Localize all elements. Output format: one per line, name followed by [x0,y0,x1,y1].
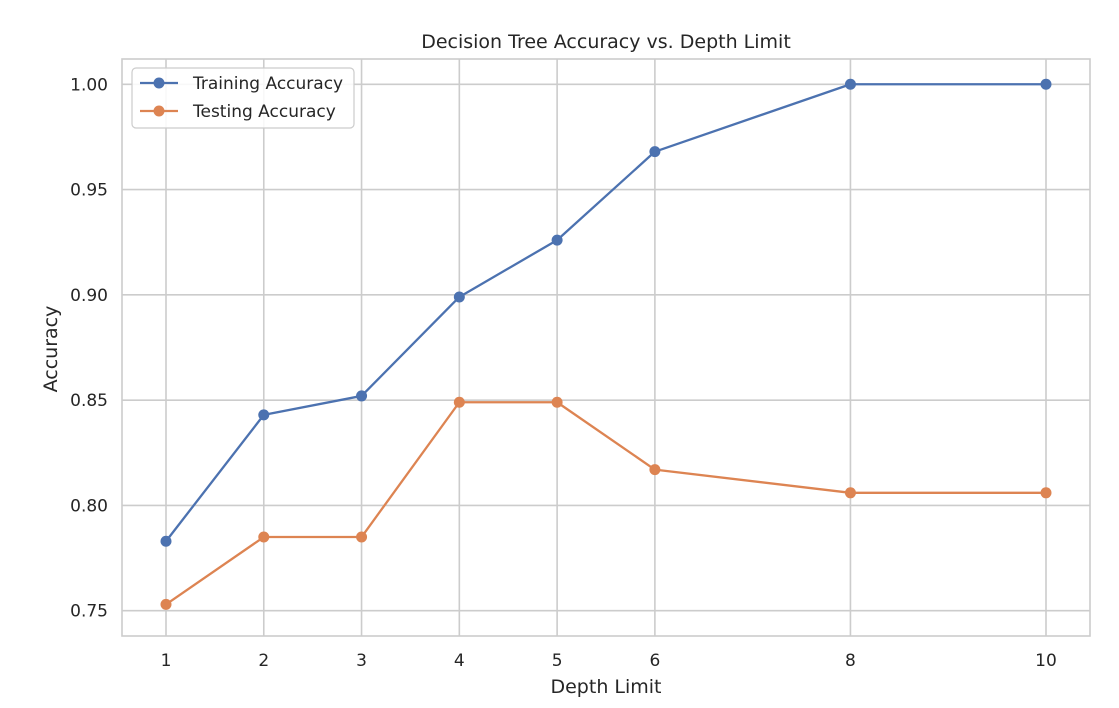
x-axis-label: Depth Limit [550,676,661,698]
y-tick-label: 0.80 [70,496,108,516]
x-tick-label: 6 [649,651,660,671]
x-tick-label: 5 [552,651,563,671]
legend-item: Testing Accuracy [140,102,336,122]
y-tick-label: 0.90 [70,286,108,306]
data-point [258,409,270,421]
x-tick-label: 10 [1035,651,1057,671]
y-tick-label: 1.00 [70,75,108,95]
data-point [551,234,563,246]
x-tick-labels: 1 2 3 4 5 6 8 10 [161,651,1057,671]
data-point [356,531,368,543]
data-point [649,464,661,476]
data-point [844,487,856,499]
data-point [1040,78,1052,90]
x-tick-label: 8 [845,651,856,671]
y-tick-labels: 0.75 0.80 0.85 0.90 0.95 1.00 [70,75,108,621]
data-point [844,78,856,90]
x-tick-label: 1 [161,651,172,671]
y-tick-label: 0.85 [70,391,108,411]
series [160,78,1052,610]
data-point [453,396,465,408]
legend: Training Accuracy Testing Accuracy [131,67,355,129]
x-tick-label: 4 [454,651,465,671]
data-point [453,291,465,303]
data-point [160,598,172,610]
data-point [1040,487,1052,499]
x-tick-label: 3 [356,651,367,671]
y-axis-label: Accuracy [40,306,62,393]
data-point [258,531,270,543]
y-tick-label: 0.75 [70,602,108,622]
series-testing [160,396,1052,610]
data-point [356,390,368,402]
legend-item: Training Accuracy [140,74,343,94]
plot-area-frame [121,58,1091,637]
x-tick-label: 2 [258,651,269,671]
grid [122,59,1090,636]
series-training [160,78,1052,547]
y-tick-label: 0.95 [70,181,108,201]
chart-title: Decision Tree Accuracy vs. Depth Limit [421,31,791,53]
data-point [160,535,172,547]
legend-label: Testing Accuracy [192,102,336,122]
legend-label: Training Accuracy [192,74,343,94]
legend-box [131,67,355,129]
series-line [165,401,1046,606]
data-point [551,396,563,408]
data-point [649,146,661,158]
series-line [165,83,1046,542]
legend-marker [153,105,165,117]
legend-marker [153,77,165,89]
